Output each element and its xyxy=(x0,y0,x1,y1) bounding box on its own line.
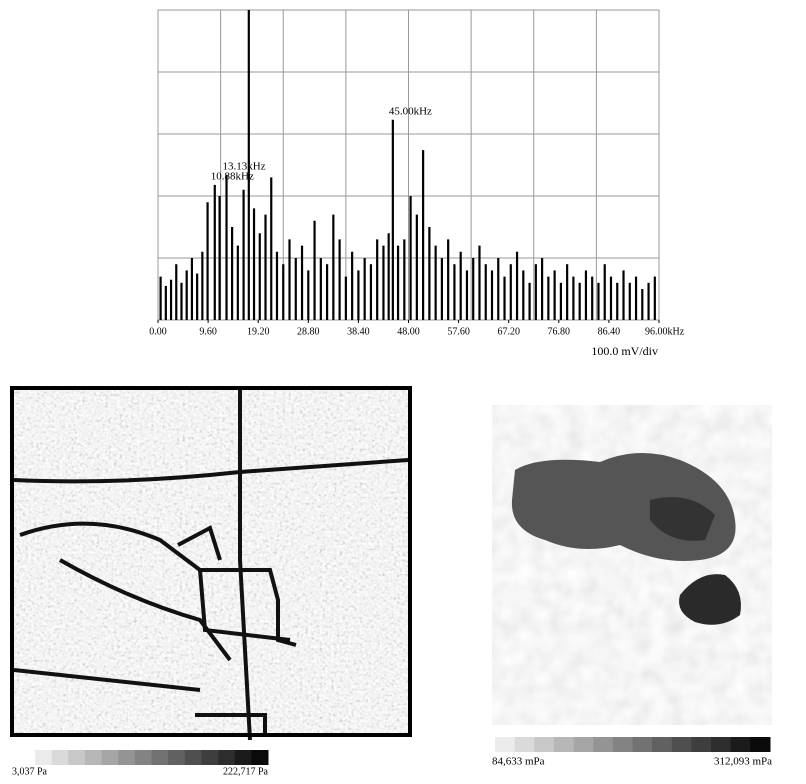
peak-label: 10.88kHz xyxy=(211,170,254,182)
colorbar-step xyxy=(672,737,692,752)
colorbar xyxy=(35,750,269,765)
colorbar-step xyxy=(534,737,554,752)
colorbar-max-label: 312,093 mPa xyxy=(714,756,772,768)
page: 100.0 mV/div 3,037 Pa 222,717 Pa 84,633 … xyxy=(0,0,806,784)
colorbar-min-label: 3,037 Pa xyxy=(12,766,48,777)
colorbar xyxy=(495,737,771,752)
colorbar-step xyxy=(633,737,653,752)
colorbar-step xyxy=(35,750,52,765)
colorbar-step xyxy=(118,750,135,765)
colorbar-step xyxy=(185,750,202,765)
colorbar-step xyxy=(251,750,268,765)
colorbar-min-label: 84,633 mPa xyxy=(492,756,545,768)
image-texture xyxy=(12,388,410,735)
colorbar-step xyxy=(218,750,235,765)
colorbar-step xyxy=(235,750,252,765)
left-image xyxy=(12,388,410,740)
colorbar-step xyxy=(495,737,515,752)
colorbar-step xyxy=(750,737,770,752)
colorbar-step xyxy=(691,737,711,752)
x-tick-label: 19.20 xyxy=(247,326,270,337)
x-tick-label: 57.60 xyxy=(447,326,470,337)
scale-label: 100.0 mV/div xyxy=(591,344,658,358)
colorbar-step xyxy=(68,750,85,765)
colorbar-step xyxy=(593,737,613,752)
colorbar-step xyxy=(135,750,152,765)
x-tick-label: 28.80 xyxy=(297,326,320,337)
colorbar-step xyxy=(652,737,672,752)
colorbar-step xyxy=(574,737,594,752)
x-tick-label: 48.00 xyxy=(397,326,420,337)
colorbar-step xyxy=(711,737,731,752)
colorbar-step xyxy=(201,750,218,765)
peak-label: 45.00kHz xyxy=(389,105,432,117)
colorbar-step xyxy=(731,737,751,752)
right-image xyxy=(492,405,772,725)
colorbar-step xyxy=(102,750,119,765)
colorbar-step xyxy=(152,750,169,765)
figure: 100.0 mV/div 3,037 Pa 222,717 Pa 84,633 … xyxy=(0,0,806,779)
colorbar-max-label: 222,717 Pa xyxy=(223,766,269,777)
colorbar-step xyxy=(85,750,102,765)
image-texture xyxy=(492,405,772,725)
x-tick-label: 76.80 xyxy=(548,326,571,337)
x-tick-label: 86.40 xyxy=(598,326,621,337)
x-tick-label: 0.00 xyxy=(149,326,167,337)
x-tick-label: 38.40 xyxy=(347,326,370,337)
x-tick-label: 67.20 xyxy=(497,326,520,337)
x-tick-label: 9.60 xyxy=(199,326,217,337)
colorbar-step xyxy=(515,737,535,752)
colorbar-step xyxy=(613,737,633,752)
x-tick-label: 96.00kHz xyxy=(645,326,685,337)
colorbar-step xyxy=(52,750,69,765)
colorbar-step xyxy=(554,737,574,752)
colorbar-step xyxy=(168,750,185,765)
